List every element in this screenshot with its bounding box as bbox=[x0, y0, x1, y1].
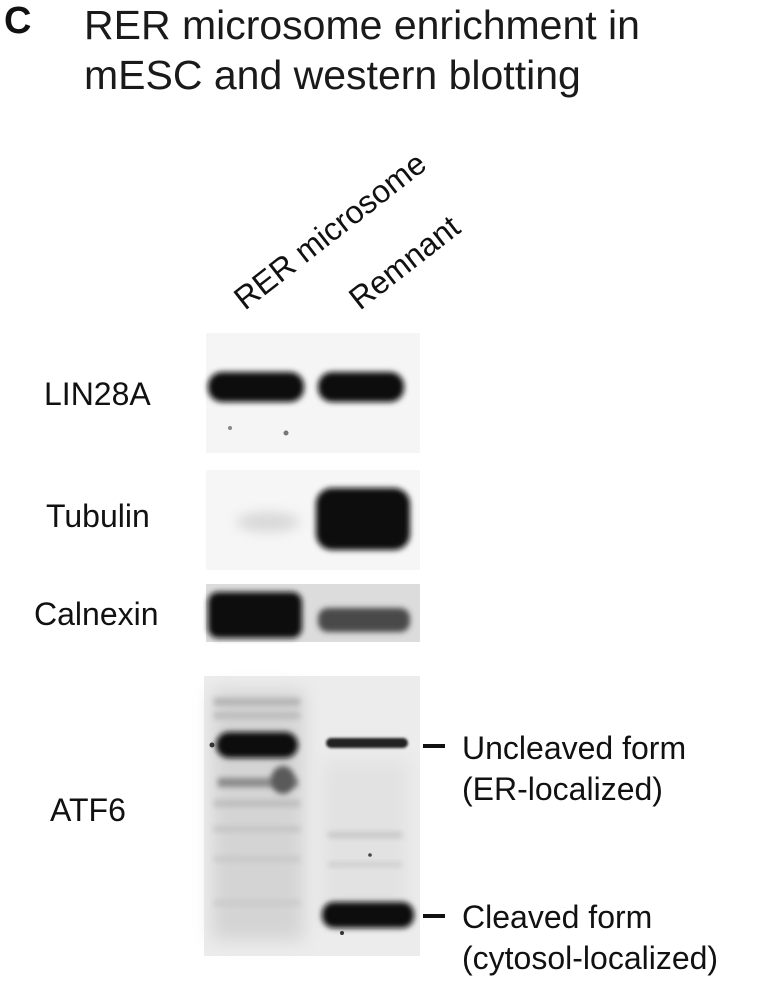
figure-title: RER microsome enrichment in mESC and wes… bbox=[84, 0, 640, 100]
row-label-lin28a: LIN28A bbox=[44, 376, 151, 412]
panel-letter: C bbox=[4, 0, 32, 42]
annotation-cleaved: Cleaved form (cytosol-localized) bbox=[462, 897, 718, 979]
band-atf6-uncleaved-rer bbox=[216, 732, 298, 758]
title-line-1: RER microsome enrichment in bbox=[84, 2, 640, 48]
band-calnexin-rer bbox=[208, 592, 302, 638]
blot-strip-calnexin bbox=[206, 584, 420, 642]
marker-tick-cleaved bbox=[423, 914, 445, 918]
blot-strip-tubulin bbox=[206, 470, 420, 570]
band-tubulin-remnant bbox=[316, 488, 410, 550]
row-label-atf6: ATF6 bbox=[50, 792, 126, 828]
band-lin28a-rer bbox=[208, 372, 304, 402]
annotation-uncleaved-line2: (ER-localized) bbox=[462, 771, 663, 807]
annotation-uncleaved-line1: Uncleaved form bbox=[462, 730, 687, 766]
band-calnexin-remnant bbox=[318, 608, 410, 632]
row-label-tubulin: Tubulin bbox=[46, 498, 150, 534]
annotation-uncleaved: Uncleaved form (ER-localized) bbox=[462, 728, 686, 810]
band-atf6-cleaved-remnant bbox=[322, 902, 414, 928]
band-atf6-uncleaved-remnant bbox=[326, 738, 408, 748]
blot-strip-atf6 bbox=[204, 676, 420, 956]
band-lin28a-remnant bbox=[318, 372, 404, 402]
annotation-cleaved-line2: (cytosol-localized) bbox=[462, 940, 719, 976]
title-line-2: mESC and western blotting bbox=[84, 52, 581, 98]
annotation-cleaved-line1: Cleaved form bbox=[462, 899, 653, 935]
row-label-calnexin: Calnexin bbox=[34, 596, 159, 632]
marker-tick-uncleaved bbox=[423, 744, 445, 748]
blot-strip-lin28a bbox=[206, 333, 420, 453]
band-tubulin-rer bbox=[236, 512, 300, 532]
